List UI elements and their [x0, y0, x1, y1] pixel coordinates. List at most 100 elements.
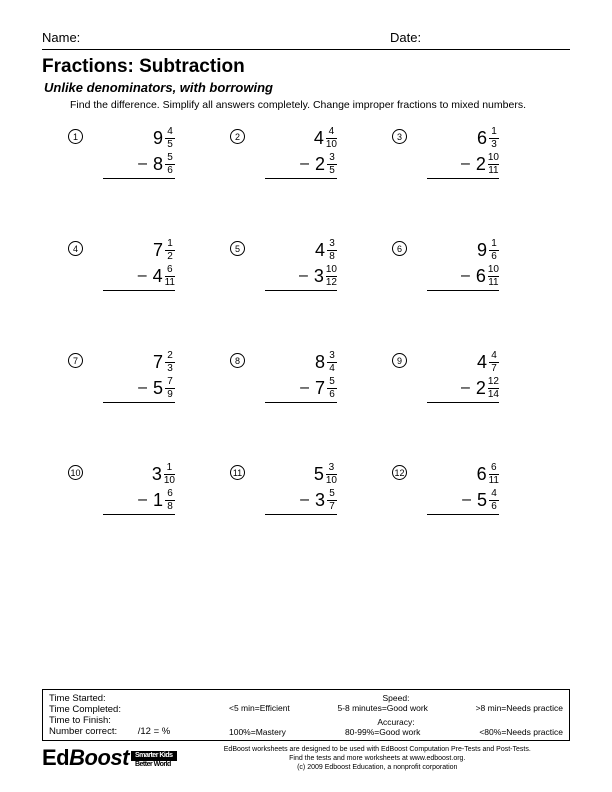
whole: 3 [315, 490, 325, 511]
minus-sign: – [461, 155, 470, 173]
page-subtitle: Unlike denominators, with borrowing [44, 80, 570, 95]
subtrahend: –21011 [425, 151, 499, 177]
problem: 6916–61011 [392, 237, 554, 291]
minuend: 834 [263, 349, 337, 375]
problem-row: 4712–46115438–310126916–61011 [68, 237, 570, 291]
problem: 115310–357 [230, 461, 392, 515]
fraction: 110 [164, 463, 175, 486]
minuend: 4410 [263, 125, 337, 151]
problem-number: 3 [392, 129, 407, 144]
answer-rule [265, 402, 337, 403]
whole: 5 [477, 490, 487, 511]
minuend: 6611 [425, 461, 499, 487]
minus-sign: – [461, 379, 470, 397]
whole: 7 [315, 378, 325, 399]
minuend: 916 [425, 237, 499, 263]
subtrahend: –856 [101, 151, 175, 177]
problems-grid: 1945–85624410–2353613–210114712–46115438… [68, 125, 570, 515]
whole: 8 [315, 352, 325, 373]
answer-rule [103, 402, 175, 403]
time-started: Time Started: [49, 693, 229, 704]
subtrahend: –579 [101, 375, 175, 401]
header-row: Name: Date: [42, 30, 570, 45]
accuracy-row: 100%=Mastery 80-99%=Good work <80%=Needs… [229, 727, 563, 737]
fraction: 12 [165, 239, 175, 262]
whole: 1 [153, 490, 163, 511]
problem-row: 103110–168115310–357126611–546 [68, 461, 570, 515]
answer-rule [265, 514, 337, 515]
fraction: 57 [327, 489, 337, 512]
answer-rule [103, 514, 175, 515]
answer-rule [427, 178, 499, 179]
subtrahend: –4611 [101, 263, 175, 289]
problem-number: 6 [392, 241, 407, 256]
subtrahend: –546 [425, 487, 499, 513]
minus-sign: – [461, 267, 470, 285]
fraction-stack: 6611–546 [425, 461, 499, 515]
problem-number: 7 [68, 353, 83, 368]
fraction: 46 [489, 489, 499, 512]
fraction-stack: 447–21214 [425, 349, 499, 403]
logo-tag: Smarter KidsBetter World [131, 751, 177, 768]
fraction: 410 [326, 127, 337, 150]
fraction: 1011 [488, 153, 499, 176]
whole: 5 [153, 378, 163, 399]
minus-sign: – [138, 379, 147, 397]
fraction: 13 [489, 127, 499, 150]
subtrahend: –357 [263, 487, 337, 513]
whole: 7 [153, 240, 163, 261]
name-label: Name: [42, 30, 390, 45]
whole: 4 [315, 240, 325, 261]
whole: 2 [476, 378, 486, 399]
fraction-stack: 945–856 [101, 125, 175, 179]
header-rule [42, 49, 570, 50]
problem: 5438–31012 [230, 237, 392, 291]
minuend: 447 [425, 349, 499, 375]
answer-rule [103, 178, 175, 179]
number-correct: Number correct: /12 = % [49, 726, 229, 737]
problem-number: 8 [230, 353, 245, 368]
answer-rule [265, 178, 337, 179]
problem-number: 12 [392, 465, 407, 480]
problem-number: 9 [392, 353, 407, 368]
minus-sign: – [462, 491, 471, 509]
minus-sign: – [300, 491, 309, 509]
fraction-stack: 5310–357 [263, 461, 337, 515]
subtrahend: –168 [101, 487, 175, 513]
minuend: 5310 [263, 461, 337, 487]
subtrahend: –61011 [425, 263, 499, 289]
fraction-stack: 3110–168 [101, 461, 175, 515]
fraction-stack: 723–579 [101, 349, 175, 403]
fraction: 68 [165, 489, 175, 512]
problem-row: 7723–5798834–7569447–21214 [68, 349, 570, 403]
minuend: 723 [101, 349, 175, 375]
whole: 9 [153, 128, 163, 149]
fraction-stack: 916–61011 [425, 237, 499, 291]
minus-sign: – [138, 491, 147, 509]
footer-right: Speed: <5 min=Efficient 5-8 minutes=Good… [229, 693, 563, 737]
fraction: 34 [327, 351, 337, 374]
subtrahend: –235 [263, 151, 337, 177]
problem-number: 11 [230, 465, 245, 480]
problem: 8834–756 [230, 349, 392, 403]
minuend: 712 [101, 237, 175, 263]
minuend: 438 [263, 237, 337, 263]
answer-rule [103, 290, 175, 291]
problem-number: 10 [68, 465, 83, 480]
fraction-stack: 712–4611 [101, 237, 175, 291]
minus-sign: – [300, 379, 309, 397]
fraction: 611 [165, 265, 175, 288]
fraction: 1011 [488, 265, 499, 288]
instructions: Find the difference. Simplify all answer… [70, 99, 570, 111]
whole: 2 [476, 154, 486, 175]
problem-row: 1945–85624410–2353613–21011 [68, 125, 570, 179]
whole: 6 [476, 266, 486, 287]
fraction-stack: 613–21011 [425, 125, 499, 179]
fraction-stack: 834–756 [263, 349, 337, 403]
whole: 9 [477, 240, 487, 261]
problem-number: 4 [68, 241, 83, 256]
fraction: 23 [165, 351, 175, 374]
minus-sign: – [138, 267, 147, 285]
answer-rule [427, 402, 499, 403]
accuracy-label: Accuracy: [229, 717, 563, 727]
